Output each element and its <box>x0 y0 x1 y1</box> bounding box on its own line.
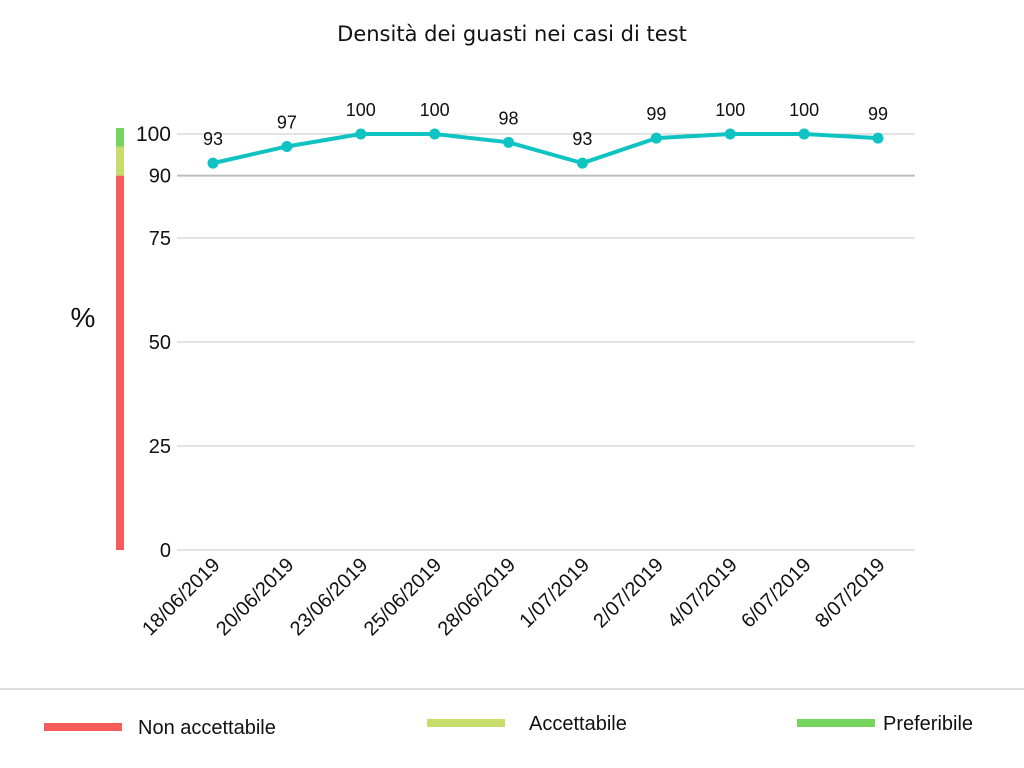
threshold-band-accettabile <box>116 146 124 176</box>
legend-label: Accettabile <box>529 713 627 735</box>
x-tick-label: 1/07/2019 <box>516 554 594 632</box>
data-point <box>503 136 515 148</box>
y-tick-label: 90 <box>149 166 171 188</box>
x-tick-label: 4/07/2019 <box>663 554 741 632</box>
x-tick-label: 28/06/2019 <box>434 554 520 640</box>
y-tick-label: 25 <box>149 436 171 458</box>
data-label: 93 <box>203 129 223 149</box>
data-point <box>798 128 810 140</box>
x-tick-label: 25/06/2019 <box>360 554 446 640</box>
data-point <box>872 132 884 144</box>
legend-swatch <box>797 719 875 727</box>
y-axis-ticks: 0 25 50 75 90 100 <box>136 123 171 562</box>
data-label: 100 <box>789 100 819 120</box>
x-tick-label: 2/07/2019 <box>589 554 667 632</box>
data-label: 99 <box>868 104 888 124</box>
legend-label: Preferibile <box>883 713 973 735</box>
x-tick-label: 8/07/2019 <box>811 554 889 632</box>
data-label: 93 <box>572 129 592 149</box>
y-tick-label: 100 <box>136 123 171 146</box>
data-point <box>429 128 441 140</box>
threshold-bar <box>116 128 124 550</box>
x-tick-label: 6/07/2019 <box>737 554 815 632</box>
x-tick-label: 23/06/2019 <box>286 554 372 640</box>
data-series: 93 97 100 100 98 93 99 100 100 99 <box>203 100 888 169</box>
grid-lines <box>177 133 915 551</box>
data-point <box>207 157 219 169</box>
data-label: 100 <box>715 100 745 120</box>
legend: Non accettabile Accettabile Preferibile <box>44 713 973 739</box>
data-label: 98 <box>499 108 519 128</box>
x-axis-ticks: 18/06/201920/06/201923/06/201925/06/2019… <box>138 554 889 640</box>
legend-swatch <box>44 723 122 731</box>
data-label: 99 <box>646 104 666 124</box>
data-point <box>650 132 662 144</box>
y-tick-label: 50 <box>149 332 171 354</box>
data-point <box>724 128 736 140</box>
y-tick-label: 75 <box>149 228 171 250</box>
data-point <box>576 157 588 169</box>
data-label: 97 <box>277 112 297 132</box>
data-point <box>355 128 367 140</box>
data-label: 100 <box>346 100 376 120</box>
chart-title: Densità dei guasti nei casi di test <box>337 22 687 46</box>
series-line <box>211 132 880 166</box>
data-point <box>281 140 293 152</box>
threshold-band-preferibile <box>116 128 124 147</box>
legend-swatch <box>427 719 505 727</box>
data-label: 100 <box>420 100 450 120</box>
x-tick-label: 20/06/2019 <box>212 554 298 640</box>
y-tick-label: 0 <box>160 540 171 562</box>
y-axis-label: % <box>71 302 96 333</box>
threshold-band-non-accettabile <box>116 175 124 550</box>
legend-label: Non accettabile <box>138 717 276 739</box>
x-tick-label: 18/06/2019 <box>138 554 224 640</box>
